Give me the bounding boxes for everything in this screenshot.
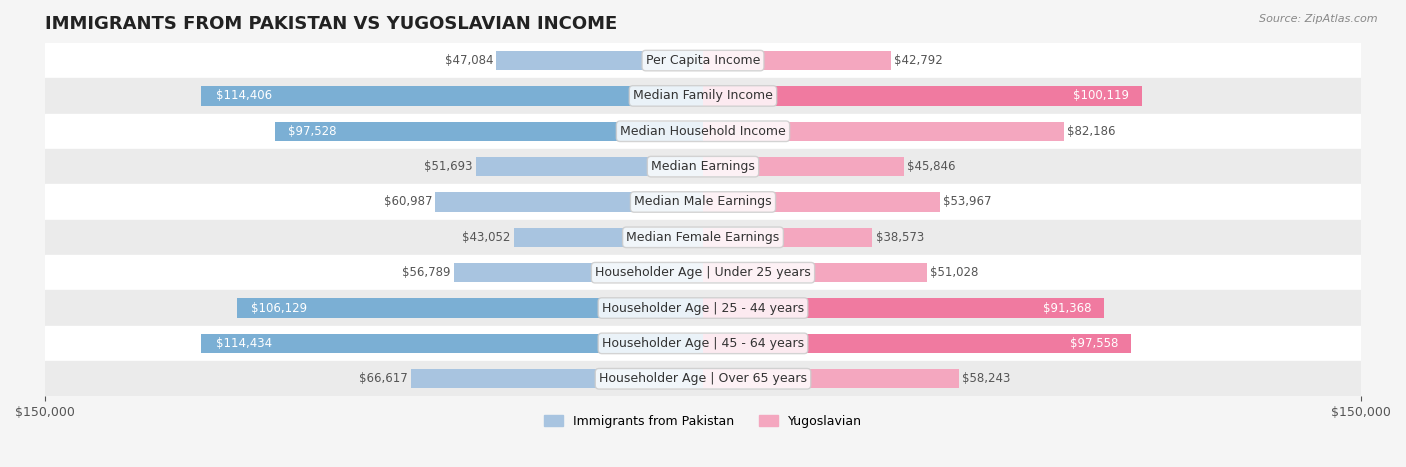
Bar — [703, 86, 1142, 106]
Text: Median Family Income: Median Family Income — [633, 89, 773, 102]
Text: $56,789: $56,789 — [402, 266, 450, 279]
Text: Median Male Earnings: Median Male Earnings — [634, 196, 772, 208]
Bar — [703, 51, 891, 71]
Text: $100,119: $100,119 — [1073, 89, 1129, 102]
Bar — [477, 157, 703, 177]
Text: Householder Age | 25 - 44 years: Householder Age | 25 - 44 years — [602, 302, 804, 315]
Bar — [201, 333, 703, 353]
Text: $58,243: $58,243 — [962, 372, 1010, 385]
Text: Source: ZipAtlas.com: Source: ZipAtlas.com — [1260, 14, 1378, 24]
Text: Median Female Earnings: Median Female Earnings — [627, 231, 779, 244]
Bar — [436, 192, 703, 212]
Bar — [703, 369, 959, 389]
Bar — [45, 113, 1361, 149]
Bar — [238, 298, 703, 318]
Text: $60,987: $60,987 — [384, 196, 432, 208]
Text: Median Earnings: Median Earnings — [651, 160, 755, 173]
Bar — [45, 325, 1361, 361]
Bar — [276, 121, 703, 141]
Bar — [454, 263, 703, 283]
Text: Householder Age | Under 25 years: Householder Age | Under 25 years — [595, 266, 811, 279]
Text: $43,052: $43,052 — [463, 231, 510, 244]
Legend: Immigrants from Pakistan, Yugoslavian: Immigrants from Pakistan, Yugoslavian — [538, 410, 868, 432]
Text: Per Capita Income: Per Capita Income — [645, 54, 761, 67]
Text: $38,573: $38,573 — [876, 231, 924, 244]
Bar — [45, 361, 1361, 396]
Text: $97,558: $97,558 — [1070, 337, 1118, 350]
Text: $97,528: $97,528 — [288, 125, 336, 138]
Text: $51,693: $51,693 — [425, 160, 472, 173]
Text: Median Household Income: Median Household Income — [620, 125, 786, 138]
Bar — [45, 149, 1361, 184]
Bar — [703, 227, 872, 247]
Text: $91,368: $91,368 — [1043, 302, 1092, 315]
Bar — [703, 333, 1130, 353]
Bar — [703, 192, 939, 212]
Bar — [45, 219, 1361, 255]
Bar — [45, 43, 1361, 78]
Text: Householder Age | Over 65 years: Householder Age | Over 65 years — [599, 372, 807, 385]
Text: $106,129: $106,129 — [252, 302, 308, 315]
Bar — [703, 298, 1104, 318]
Bar — [45, 184, 1361, 219]
Text: $45,846: $45,846 — [907, 160, 956, 173]
Bar — [45, 290, 1361, 325]
Text: $114,434: $114,434 — [217, 337, 273, 350]
Text: $42,792: $42,792 — [894, 54, 943, 67]
Text: $66,617: $66,617 — [359, 372, 408, 385]
Bar — [45, 255, 1361, 290]
Bar — [515, 227, 703, 247]
Bar — [703, 121, 1063, 141]
Bar — [411, 369, 703, 389]
Text: $53,967: $53,967 — [943, 196, 991, 208]
Text: $51,028: $51,028 — [931, 266, 979, 279]
Text: IMMIGRANTS FROM PAKISTAN VS YUGOSLAVIAN INCOME: IMMIGRANTS FROM PAKISTAN VS YUGOSLAVIAN … — [45, 15, 617, 33]
Text: Householder Age | 45 - 64 years: Householder Age | 45 - 64 years — [602, 337, 804, 350]
Bar — [703, 157, 904, 177]
Bar — [703, 263, 927, 283]
Bar — [496, 51, 703, 71]
Bar — [201, 86, 703, 106]
Text: $114,406: $114,406 — [217, 89, 273, 102]
Text: $47,084: $47,084 — [444, 54, 494, 67]
Text: $82,186: $82,186 — [1067, 125, 1115, 138]
Bar — [45, 78, 1361, 113]
